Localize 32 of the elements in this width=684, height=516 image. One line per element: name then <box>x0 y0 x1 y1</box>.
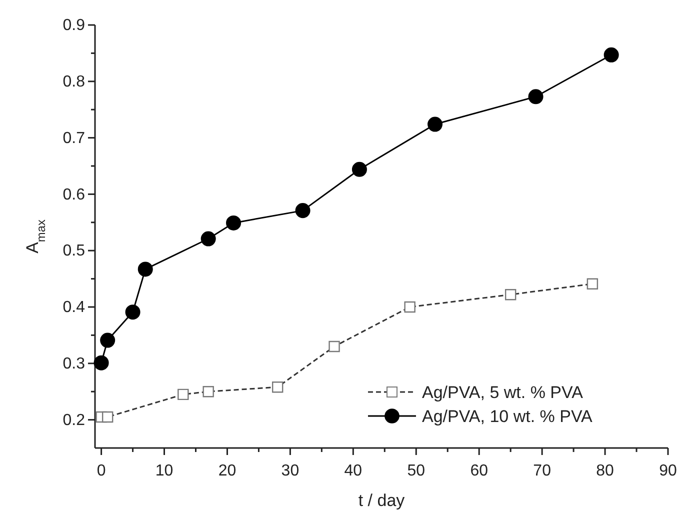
point <box>100 332 116 348</box>
point <box>94 355 109 370</box>
legend-label: Ag/PVA, 5 wt. % PVA <box>422 382 584 402</box>
x-tick-label: 80 <box>596 462 614 480</box>
x-tick-label: 40 <box>344 462 362 480</box>
x-tick-label: 20 <box>218 462 236 480</box>
x-tick-label: 60 <box>470 462 488 480</box>
point <box>604 47 619 62</box>
x-axis-title: t / day <box>358 491 406 510</box>
point <box>226 215 242 230</box>
point <box>528 89 544 104</box>
point <box>200 231 216 246</box>
y-tick-label: 0.9 <box>62 17 86 34</box>
y-tick-label: 0.6 <box>62 186 86 204</box>
x-tick-label: 50 <box>407 462 426 480</box>
y-tick-label: 0.5 <box>62 242 86 260</box>
y-tick-label: 0.3 <box>62 356 86 373</box>
point <box>125 304 140 320</box>
point <box>295 203 310 218</box>
point <box>352 162 367 177</box>
x-tick-label: 10 <box>155 462 174 480</box>
point <box>138 262 153 277</box>
x-tick-label: 30 <box>281 462 300 480</box>
x-tick-label: 70 <box>533 462 552 480</box>
y-tick-label: 0.7 <box>62 130 86 147</box>
legend-label: Ag/PVA, 10 wt. % PVA <box>422 406 594 426</box>
y-tick-label: 0.2 <box>62 412 86 429</box>
y-tick-label: 0.8 <box>62 74 86 91</box>
point <box>428 116 443 132</box>
y-tick-label: 0.4 <box>62 299 86 316</box>
x-tick-label: 90 <box>659 462 677 480</box>
x-tick-label: 0 <box>96 462 106 480</box>
